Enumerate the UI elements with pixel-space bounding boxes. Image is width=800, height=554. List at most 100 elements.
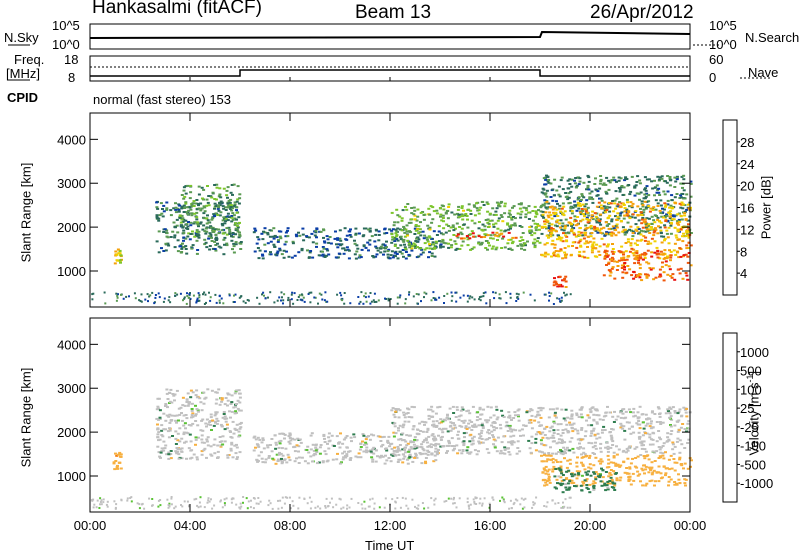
power-band-6-cell [659,204,663,207]
velocity-band-1-cell [189,449,193,452]
velocity-band-4-cell [547,479,551,482]
power-near-range-cell [462,294,465,297]
velocity-band-3-cell [591,429,595,432]
power-band-1-cell [185,252,189,255]
power-near-range-cell [370,300,373,303]
velocity-band-1-cell [164,428,168,431]
power-band-4-cell [404,205,407,208]
power-band-7-cell [548,211,552,214]
velocity-band-3-cell [425,431,429,433]
velocity-band-1-cell [203,447,207,450]
power-band-6-cell [567,232,571,235]
power-band-7-cell [548,206,552,208]
velocity-band-3-cell [565,446,569,449]
power-band-3-cell [420,248,424,251]
velocity-band-1-cell [205,418,209,421]
velocity-band-4-cell [607,475,611,478]
velocity-band-3-cell [539,450,543,453]
velocity-band-2-cell [414,454,418,457]
power-band-6-cell [638,231,642,234]
power-band-3-cell [357,232,361,235]
power-band-1-cell [155,201,159,204]
power-band-1-cell [165,207,169,210]
velocity-band-1-cell [205,425,208,428]
power-band-6-cell [593,183,597,185]
velocity-band-1-cell [162,440,166,443]
velocity-band-5-cell [589,474,593,477]
power-band-6-cell [570,178,574,181]
power-band-4-cell [484,247,488,249]
power-band-4-cell [473,235,477,238]
velocity-band-1-cell [214,402,218,405]
power-band-7-cell [646,243,650,245]
power-band-4-cell [520,244,524,247]
power-band-7-cell [680,201,684,204]
velocity-band-3-cell [516,414,520,417]
velocity-band-3-cell [518,429,522,432]
velocity-band-1-cell [232,432,236,435]
velocity-band-1-cell [185,400,189,403]
power-band-7-cell [626,240,630,243]
velocity-band-4-cell [559,465,563,468]
velocity-band-1-cell [183,441,186,444]
velocity-band-2-cell [408,453,412,456]
power-band-7-cell [631,232,635,234]
velocity-band-1-cell [233,392,237,395]
power-band-6-cell [591,198,595,201]
velocity-band-2-cell [319,444,323,446]
velocity-band-4-cell [581,480,585,483]
velocity-band-1-cell [218,436,222,438]
power-band-2-cell [220,222,224,225]
velocity-band-3-cell [534,449,538,452]
velocity-band-3-cell [398,424,402,427]
power-band-7-cell [639,254,643,256]
velocity-band-3-cell [503,449,507,451]
power-band-7-cell [600,237,604,240]
velocity-band-5-cell [573,473,577,476]
power-band-4-cell [438,207,442,209]
velocity-band-3-cell [527,439,531,442]
power-near-range-cell [550,292,553,295]
power-band-7-cell [641,226,645,229]
velocity-band-1-cell [200,453,204,456]
power-band-4-cell [513,217,517,220]
power-band-4-cell [434,245,438,248]
power-band-7-cell [603,201,607,204]
power-band-4-cell [508,213,512,216]
power-band-6-cell [579,213,583,216]
velocity-band-1-cell [189,440,193,443]
velocity-band-4-cell [683,478,687,481]
power-band-7-cell [652,206,656,209]
velocity-band-1-cell [233,444,237,447]
velocity-band-1-cell [230,410,234,413]
power-band-4-cell [533,244,537,247]
power-band-8-cell [687,252,691,254]
velocity-band-3-cell [611,415,615,418]
velocity-near-range-cell [99,501,102,503]
power-band-1-cell [175,218,179,221]
power-band-7-cell [562,232,565,235]
velocity-near-range-cell [289,507,292,510]
power-band-6-cell [666,220,670,223]
power-band-1-cell [169,236,173,238]
velocity-band-4-cell [657,457,661,459]
velocity-band-3-cell [479,435,483,438]
power-band-7-cell [612,251,616,253]
velocity-near-range-cell [475,496,478,499]
power-band-1-cell [223,222,227,225]
velocity-band-3-cell [598,436,602,439]
velocity-band-3-cell [391,452,395,455]
velocity-band-1-cell [172,394,176,397]
velocity-band-4-cell [594,471,598,474]
velocity-band-0-cell [116,467,120,470]
power-band-4-cell [536,224,540,227]
velocity-band-3-cell [550,425,554,428]
power-near-range-cell [188,293,191,296]
power-band-1-cell [230,209,234,212]
power-band-7-cell [565,235,569,238]
power-band-4-cell [423,242,427,245]
power-band-1-cell [225,242,229,245]
velocity-near-range-cell [364,507,367,510]
velocity-band-4-cell [683,482,687,485]
velocity-band-2-cell [312,454,316,457]
